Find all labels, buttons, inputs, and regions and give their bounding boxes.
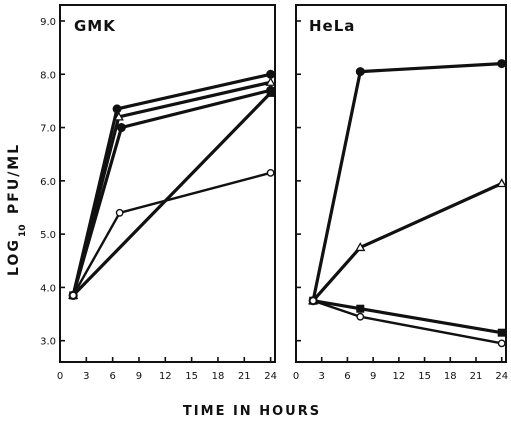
panel-0-series-4-point [69,291,78,300]
panel-1-series-0-point [497,59,507,69]
panel-title-gmk: GMK [74,17,116,35]
panel-1-x-tick-label: 15 [418,371,431,382]
panel-title-hela: HeLa [309,17,355,35]
panel-0-series-2-point [116,123,126,133]
panel-1-frame [295,4,507,363]
panel-1-series-0-line [311,62,504,303]
panel-0-x-tick-label: 12 [159,371,172,382]
y-axis-label: LOG 10 PFU/ML [6,143,28,276]
panel-1-series-3-point [497,339,506,348]
panel-1-series-1-point [355,242,366,252]
panel-0-x-tick-label: 6 [109,371,115,382]
panel-0-x-tick-label: 15 [185,371,198,382]
panel-1-series-2-line [311,299,504,335]
panel-0-y-tick-label: 5.0 [40,230,56,241]
panel-1-x-tick-label: 21 [470,371,483,382]
panel-0-series-3-point [266,88,275,97]
panel-0-series-0-point [112,104,122,114]
x-axis-label: TIME IN HOURS [183,404,321,419]
panel-0-y-tick-label: 3.0 [40,337,56,348]
panel-hela: 0 3 6 9 12 15 18 21 24 [293,4,508,382]
panel-0-series-1-point [265,76,276,86]
panel-0-series-4-point [266,168,275,177]
panel-0-series-1-point [113,111,124,121]
panel-1-x-tick-label: 3 [319,371,325,382]
panel-1-x-tick-label: 18 [444,371,457,382]
panel-1-x-tick-label: 6 [344,371,350,382]
panel-1-series-3-point [356,312,365,321]
panel-1-x-tick-label: 24 [495,371,508,382]
panel-1-series-1-line [311,181,504,303]
panel-0-y-tick-label: 8.0 [40,70,56,81]
y-axis-label-suffix: PFU/ML [6,143,22,214]
panel-0-x-tick-label: 18 [212,371,225,382]
y-axis-label-prefix: LOG [6,238,22,276]
panel-1-series-2-point [356,304,365,313]
panel-1-x-tick-label: 12 [392,371,405,382]
panel-0-x-tick-label: 9 [136,371,142,382]
panel-0-x-tick-label: 24 [264,371,277,382]
panel-1-x-tick-label: 9 [370,371,376,382]
panel-0-x-tick-label: 3 [83,371,89,382]
panel-gmk: 0 3 6 9 12 15 18 21 24 3.0 4.0 5.0 6.0 7.0 8.0 9.0 [40,4,277,382]
panel-0-series-3-line [71,91,273,297]
panel-0-y-tick-label: 7.0 [40,124,56,135]
panel-1-series-1-point [496,178,507,188]
panel-0-x-tick-label: 21 [238,371,251,382]
panel-1-series-3-point [309,296,318,305]
panel-1-series-2-point [497,328,506,337]
panel-0-x-tick-label: 0 [57,371,63,382]
panel-0-series-4-point [115,208,124,217]
panel-0-y-tick-label: 6.0 [40,177,56,188]
panel-0-y-tick-label: 9.0 [40,17,56,28]
panel-0-frame [59,4,276,363]
panel-0-y-tick-label: 4.0 [40,283,56,294]
panel-1-x-tick-label: 0 [293,371,299,382]
y-axis-label-subscript: 10 [18,224,28,237]
panel-1-series-0-point [355,67,365,77]
